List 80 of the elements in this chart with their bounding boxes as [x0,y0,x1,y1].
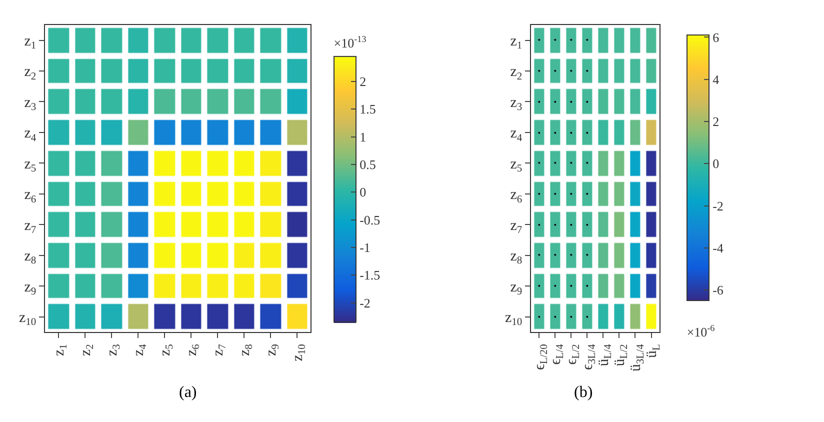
color-bar-label: 2 [712,114,720,130]
y-tick-label: z$_{7}$ [24,218,36,236]
data-label: • [554,190,557,199]
data-label: • [586,128,589,138]
data-label: • [570,98,573,107]
y-tick-label: z$_{8}$ [510,248,522,267]
data-label: • [586,250,589,260]
data-label: • [538,158,541,168]
data-label: • [554,36,557,45]
data-label: • [570,220,573,230]
data-label: • [586,98,589,107]
color-bar-label: -1.5 [360,268,380,283]
data-label: • [554,220,557,230]
data-label: • [570,190,573,199]
data-label: • [570,128,573,138]
data-label: • [570,250,573,260]
data-label: • [586,36,589,45]
data-label: • [570,282,573,291]
y-tick-label: z$_{3}$ [510,94,522,114]
data-label: • [570,36,573,45]
color-bar-label: -4 [712,240,724,256]
color-bar-label: -6 [712,282,724,298]
data-label: • [586,158,589,168]
color-bar-label: 6 [712,30,720,45]
y-tick-label: z$_{1}$ [510,34,522,52]
y-tick-label: z$_{9}$ [510,279,522,298]
color-bar-label: 0.5 [360,157,376,172]
color-bar-label: 1.5 [360,102,376,117]
data-label: • [586,66,589,76]
data-label: • [554,128,557,138]
data-label: • [586,312,589,322]
data-label: • [554,312,557,322]
y-tick-label: z$_{10}$ [505,310,522,328]
y-tick-label: z$_{1}$ [24,34,36,52]
data-label: • [538,66,541,76]
data-label: • [538,220,541,230]
data-label: • [554,282,557,291]
data-label: • [570,312,573,322]
data-label: • [586,190,589,199]
y-tick-label: z$_{4}$ [510,126,523,144]
color-bar-label: -1 [360,240,370,255]
color-bar-title: ×10$^{-6}$ [686,322,716,340]
data-label: • [554,98,557,107]
color-bar-label: 0 [360,184,366,200]
data-label: • [538,36,541,45]
data-label: • [554,66,557,76]
y-tick-label: z$_{9}$ [24,279,36,298]
color-bar-label: 4 [712,72,720,87]
color-bar-label: -2 [712,198,724,214]
color-bar-title: ×10$^{-13}$ [334,34,367,50]
color-bar-label: 2 [360,74,366,90]
color-bar-label: 0 [712,156,720,172]
color-bar-label: -0.5 [360,212,380,228]
y-tick-label: z$_{4}$ [24,126,37,144]
text: (b) [574,384,593,401]
y-tick-label: z$_{7}$ [510,218,522,236]
data-label: • [538,250,541,260]
color-bar-label: -2 [360,295,370,310]
data-label: • [538,98,541,107]
data-label: • [586,282,589,291]
data-label: • [570,66,573,76]
data-label: • [538,312,541,322]
data-label: • [570,158,573,168]
y-tick-label: z$_{3}$ [24,94,36,114]
y-tick-label: z$_{5}$ [510,156,522,175]
y-tick-label: z$_{2}$ [24,64,36,82]
data-label: • [538,128,541,138]
y-tick-label: z$_{6}$ [24,187,36,206]
text: (a) [179,384,197,401]
color-bar-label: 1 [360,129,366,144]
data-label: • [554,158,557,168]
y-tick-label: z$_{8}$ [24,248,36,267]
data-label: • [538,282,541,291]
data-label: • [554,250,557,260]
data-label: • [586,220,589,230]
y-tick-label: z$_{10}$ [18,310,36,328]
y-tick-label: z$_{5}$ [24,156,36,175]
y-tick-label: z$_{2}$ [510,64,522,82]
data-label: • [538,190,541,199]
y-tick-label: z$_{6}$ [510,187,522,206]
